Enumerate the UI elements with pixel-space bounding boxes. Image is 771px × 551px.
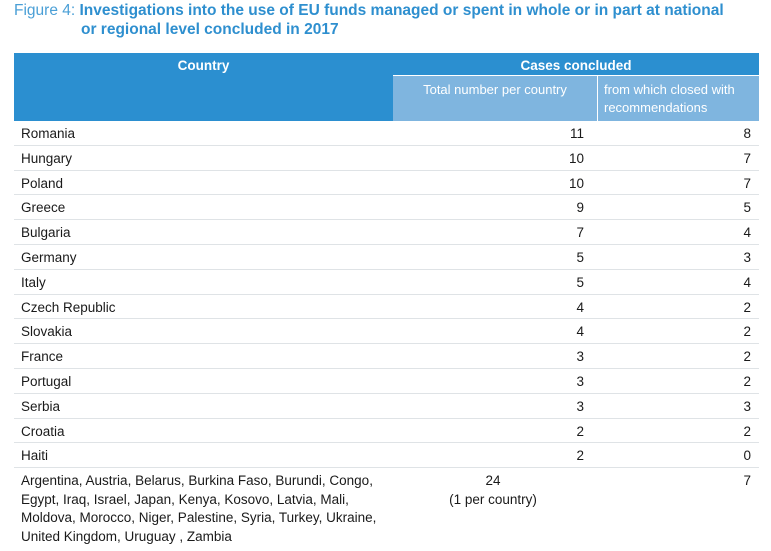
total-cell: 10 <box>568 150 584 166</box>
country-cell: Romania <box>21 126 76 141</box>
total-cell: 4 <box>576 299 584 315</box>
country-cell: Haiti <box>21 448 49 464</box>
other-countries-line: United Kingdom, Uruguay , Zambia <box>21 528 232 544</box>
other-countries-line: Argentina, Austria, Belarus, Burkina Fas… <box>21 473 373 489</box>
recommendations-cell: 4 <box>743 225 751 241</box>
table-row: Italy 5 4 <box>14 270 759 295</box>
country-cell: Portugal <box>21 373 72 389</box>
table-row: France 3 2 <box>14 344 759 369</box>
header-country-label: Country <box>177 58 230 73</box>
total-note: (1 per country) <box>449 491 537 507</box>
total-cell: 4 <box>576 324 584 340</box>
header-rec-cell <box>598 76 759 121</box>
figure-title: Figure 4: Investigations into the use of… <box>14 1 759 39</box>
total-cell: 7 <box>576 225 584 241</box>
table-row: Romania 11 8 <box>14 121 759 146</box>
table-row: Greece 9 5 <box>14 195 759 221</box>
table-row: Hungary 10 7 <box>14 146 759 171</box>
table-row: Serbia 3 3 <box>14 394 759 419</box>
total-cell: 11 <box>569 126 584 141</box>
total-cell: 3 <box>576 349 584 365</box>
table-body: Romania 11 8 Hungary 10 7 Poland 10 7 Gr… <box>14 121 759 548</box>
country-cell: France <box>21 349 64 365</box>
recommendations-cell: 4 <box>743 274 751 290</box>
country-cell: Czech Republic <box>21 299 116 315</box>
recommendations-cell: 2 <box>743 373 751 389</box>
figure-title-line2: or regional level concluded in 2017 <box>81 21 339 38</box>
header-country-cell <box>14 53 393 121</box>
country-cell: Hungary <box>21 150 73 166</box>
recommendations-cell: 5 <box>743 200 751 216</box>
total-cell: 10 <box>568 175 584 191</box>
total-cell: 9 <box>576 200 584 216</box>
recommendations-cell: 0 <box>743 448 751 464</box>
recommendations-cell: 2 <box>743 423 751 439</box>
header-cases-label: Cases concluded <box>520 58 632 73</box>
header-rec-label-line1: from which closed with <box>604 82 735 97</box>
total-cell: 5 <box>576 274 584 290</box>
country-cell: Greece <box>21 200 66 216</box>
header-total-label: Total number per country <box>423 82 567 97</box>
country-cell: Bulgaria <box>21 225 71 241</box>
table-row: Haiti 2 0 <box>14 443 759 469</box>
recommendations-cell: 3 <box>743 398 751 414</box>
recommendations-cell: 2 <box>743 324 751 340</box>
country-cell: Slovakia <box>21 324 73 340</box>
recommendations-cell: 7 <box>743 150 751 166</box>
figure-title-line1: Investigations into the use of EU funds … <box>79 2 724 19</box>
country-cell: Poland <box>21 175 64 191</box>
recommendations-cell: 7 <box>743 473 751 489</box>
total-cell: 3 <box>576 373 584 389</box>
table-row-other-countries: Argentina, Austria, Belarus, Burkina Fas… <box>14 468 759 548</box>
table-row: Czech Republic 4 2 <box>14 295 759 320</box>
table-row: Germany 5 3 <box>14 245 759 270</box>
other-countries-cell: Argentina, Austria, Belarus, Burkina Fas… <box>21 472 401 546</box>
total-value: 24 <box>485 473 501 489</box>
other-countries-line: Moldova, Morocco, Niger, Palestine, Syri… <box>21 510 377 526</box>
header-rec-label-line2: recommendations <box>604 100 708 115</box>
table-row: Portugal 3 2 <box>14 369 759 394</box>
table-row: Slovakia 4 2 <box>14 319 759 345</box>
other-countries-line: Egypt, Iraq, Israel, Japan, Kenya, Kosov… <box>21 491 349 507</box>
total-cell: 5 <box>576 249 584 265</box>
country-cell: Croatia <box>21 423 65 439</box>
country-cell: Italy <box>21 274 46 290</box>
recommendations-cell: 8 <box>743 126 751 141</box>
table-row: Poland 10 7 <box>14 171 759 196</box>
figure-label: Figure 4: <box>14 2 76 19</box>
table-row: Croatia 2 2 <box>14 419 759 444</box>
header-cases-cell <box>393 53 759 75</box>
total-cell: 3 <box>576 398 584 414</box>
total-cell: 2 <box>576 448 584 464</box>
total-cell: 24 (1 per country) <box>444 472 542 509</box>
recommendations-cell: 7 <box>743 175 751 191</box>
header-total-cell <box>393 76 597 121</box>
table-row: Bulgaria 7 4 <box>14 220 759 245</box>
recommendations-cell: 2 <box>743 299 751 315</box>
country-cell: Germany <box>21 249 77 265</box>
total-cell: 2 <box>576 423 584 439</box>
recommendations-cell: 3 <box>743 249 751 265</box>
country-cell: Serbia <box>21 398 61 414</box>
recommendations-cell: 2 <box>743 349 751 365</box>
